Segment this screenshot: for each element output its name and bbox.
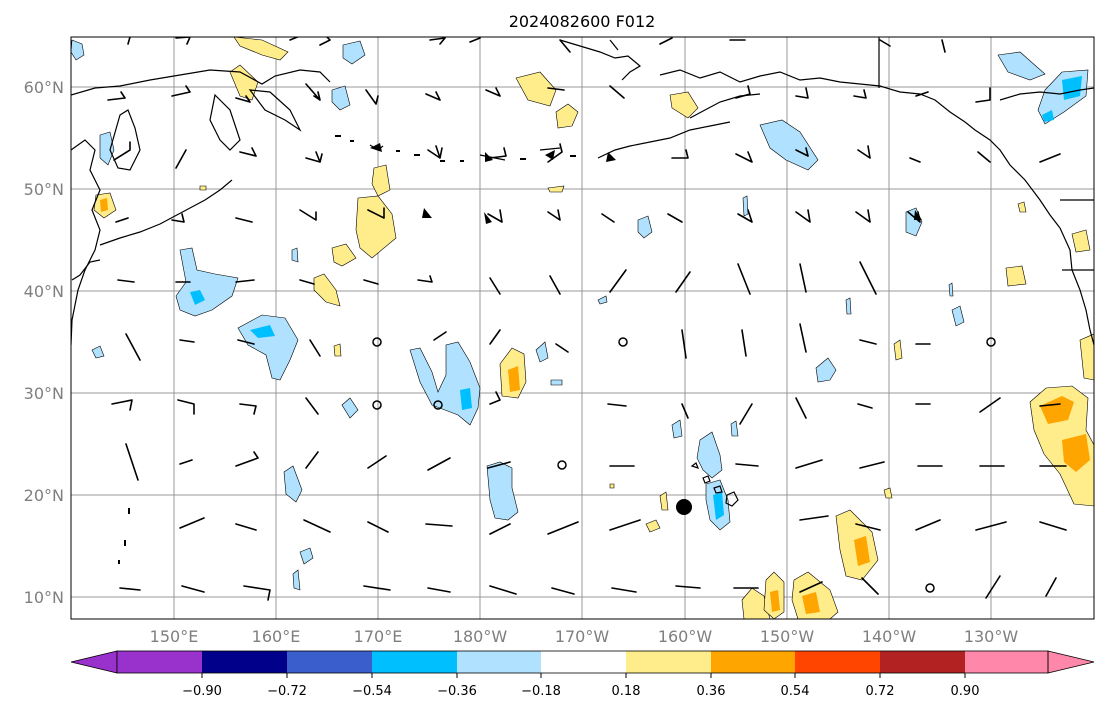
tropical-storm-marker [676, 499, 692, 515]
lon-label-150e: 150°E [150, 627, 199, 646]
colorbar-extend-max [1047, 650, 1095, 674]
latitude-labels: 60°N 50°N 40°N 30°N 20°N 10°N [24, 78, 64, 607]
lon-label-180w: 180°W [453, 627, 508, 646]
aleutian-islands [118, 135, 922, 564]
colorbar-segment-7 [626, 651, 711, 673]
lon-label-160w: 160°W [658, 627, 713, 646]
lon-label-170w: 170°W [555, 627, 610, 646]
lat-label-60n: 60°N [24, 78, 64, 97]
colorbar-outline [116, 650, 1049, 674]
calm-markers [372, 337, 996, 593]
wind-barbs [107, 37, 1067, 601]
lat-label-40n: 40°N [24, 282, 64, 301]
lon-label-170e: 170°E [354, 627, 403, 646]
colorbar-tick-label: −0.54 [352, 684, 392, 699]
colorbar-tick-label: 0.54 [781, 684, 810, 699]
lat-label-50n: 50°N [24, 180, 64, 199]
colorbar-tick-label: −0.90 [182, 684, 222, 699]
colorbar-segment-8 [711, 651, 795, 673]
borders [878, 37, 1094, 271]
map-frame [70, 36, 1095, 620]
lon-label-150w: 150°W [760, 627, 815, 646]
colorbar-tick-label: 0.36 [697, 684, 726, 699]
colorbar-extend-min [70, 650, 118, 674]
colorbar-tick-label: 0.90 [951, 684, 980, 699]
lat-label-20n: 20°N [24, 486, 64, 505]
colorbar-segment-5 [457, 651, 541, 673]
colorbar: −0.90 −0.72 −0.54 −0.36 −0.18 0.18 0.36 … [70, 650, 1095, 699]
map-title: 2024082600 F012 [509, 12, 656, 31]
colorbar-segment-10 [880, 651, 965, 673]
lon-label-160e: 160°E [252, 627, 301, 646]
colorbar-segment-11 [965, 651, 1048, 673]
lat-label-10n: 10°N [24, 588, 64, 607]
map-area [71, 37, 1094, 619]
gridlines [71, 37, 1094, 619]
longitude-labels: 150°E 160°E 170°E 180°W 170°W 160°W 150°… [150, 627, 1019, 646]
lon-label-130w: 130°W [964, 627, 1019, 646]
colorbar-tick-label: 0.72 [866, 684, 895, 699]
colorbar-segment-2 [202, 651, 287, 673]
colorbar-segment-3 [287, 651, 372, 673]
colorbar-tick-label: −0.72 [267, 684, 307, 699]
lat-label-30n: 30°N [24, 384, 64, 403]
coastlines [71, 39, 1094, 346]
colorbar-tick-label: −0.36 [437, 684, 477, 699]
colorbar-segment-1 [117, 651, 202, 673]
colorbar-segment-9 [795, 651, 880, 673]
colorbar-tick-label: 0.18 [612, 684, 641, 699]
colorbar-segment-4 [372, 651, 457, 673]
positive-contours [93, 37, 1094, 619]
negative-contours [71, 39, 1089, 591]
colorbar-tick-label: −0.18 [521, 684, 561, 699]
colorbar-segment-6 [541, 651, 626, 673]
lon-label-140w: 140°W [862, 627, 917, 646]
hawaiian-islands [690, 462, 739, 507]
